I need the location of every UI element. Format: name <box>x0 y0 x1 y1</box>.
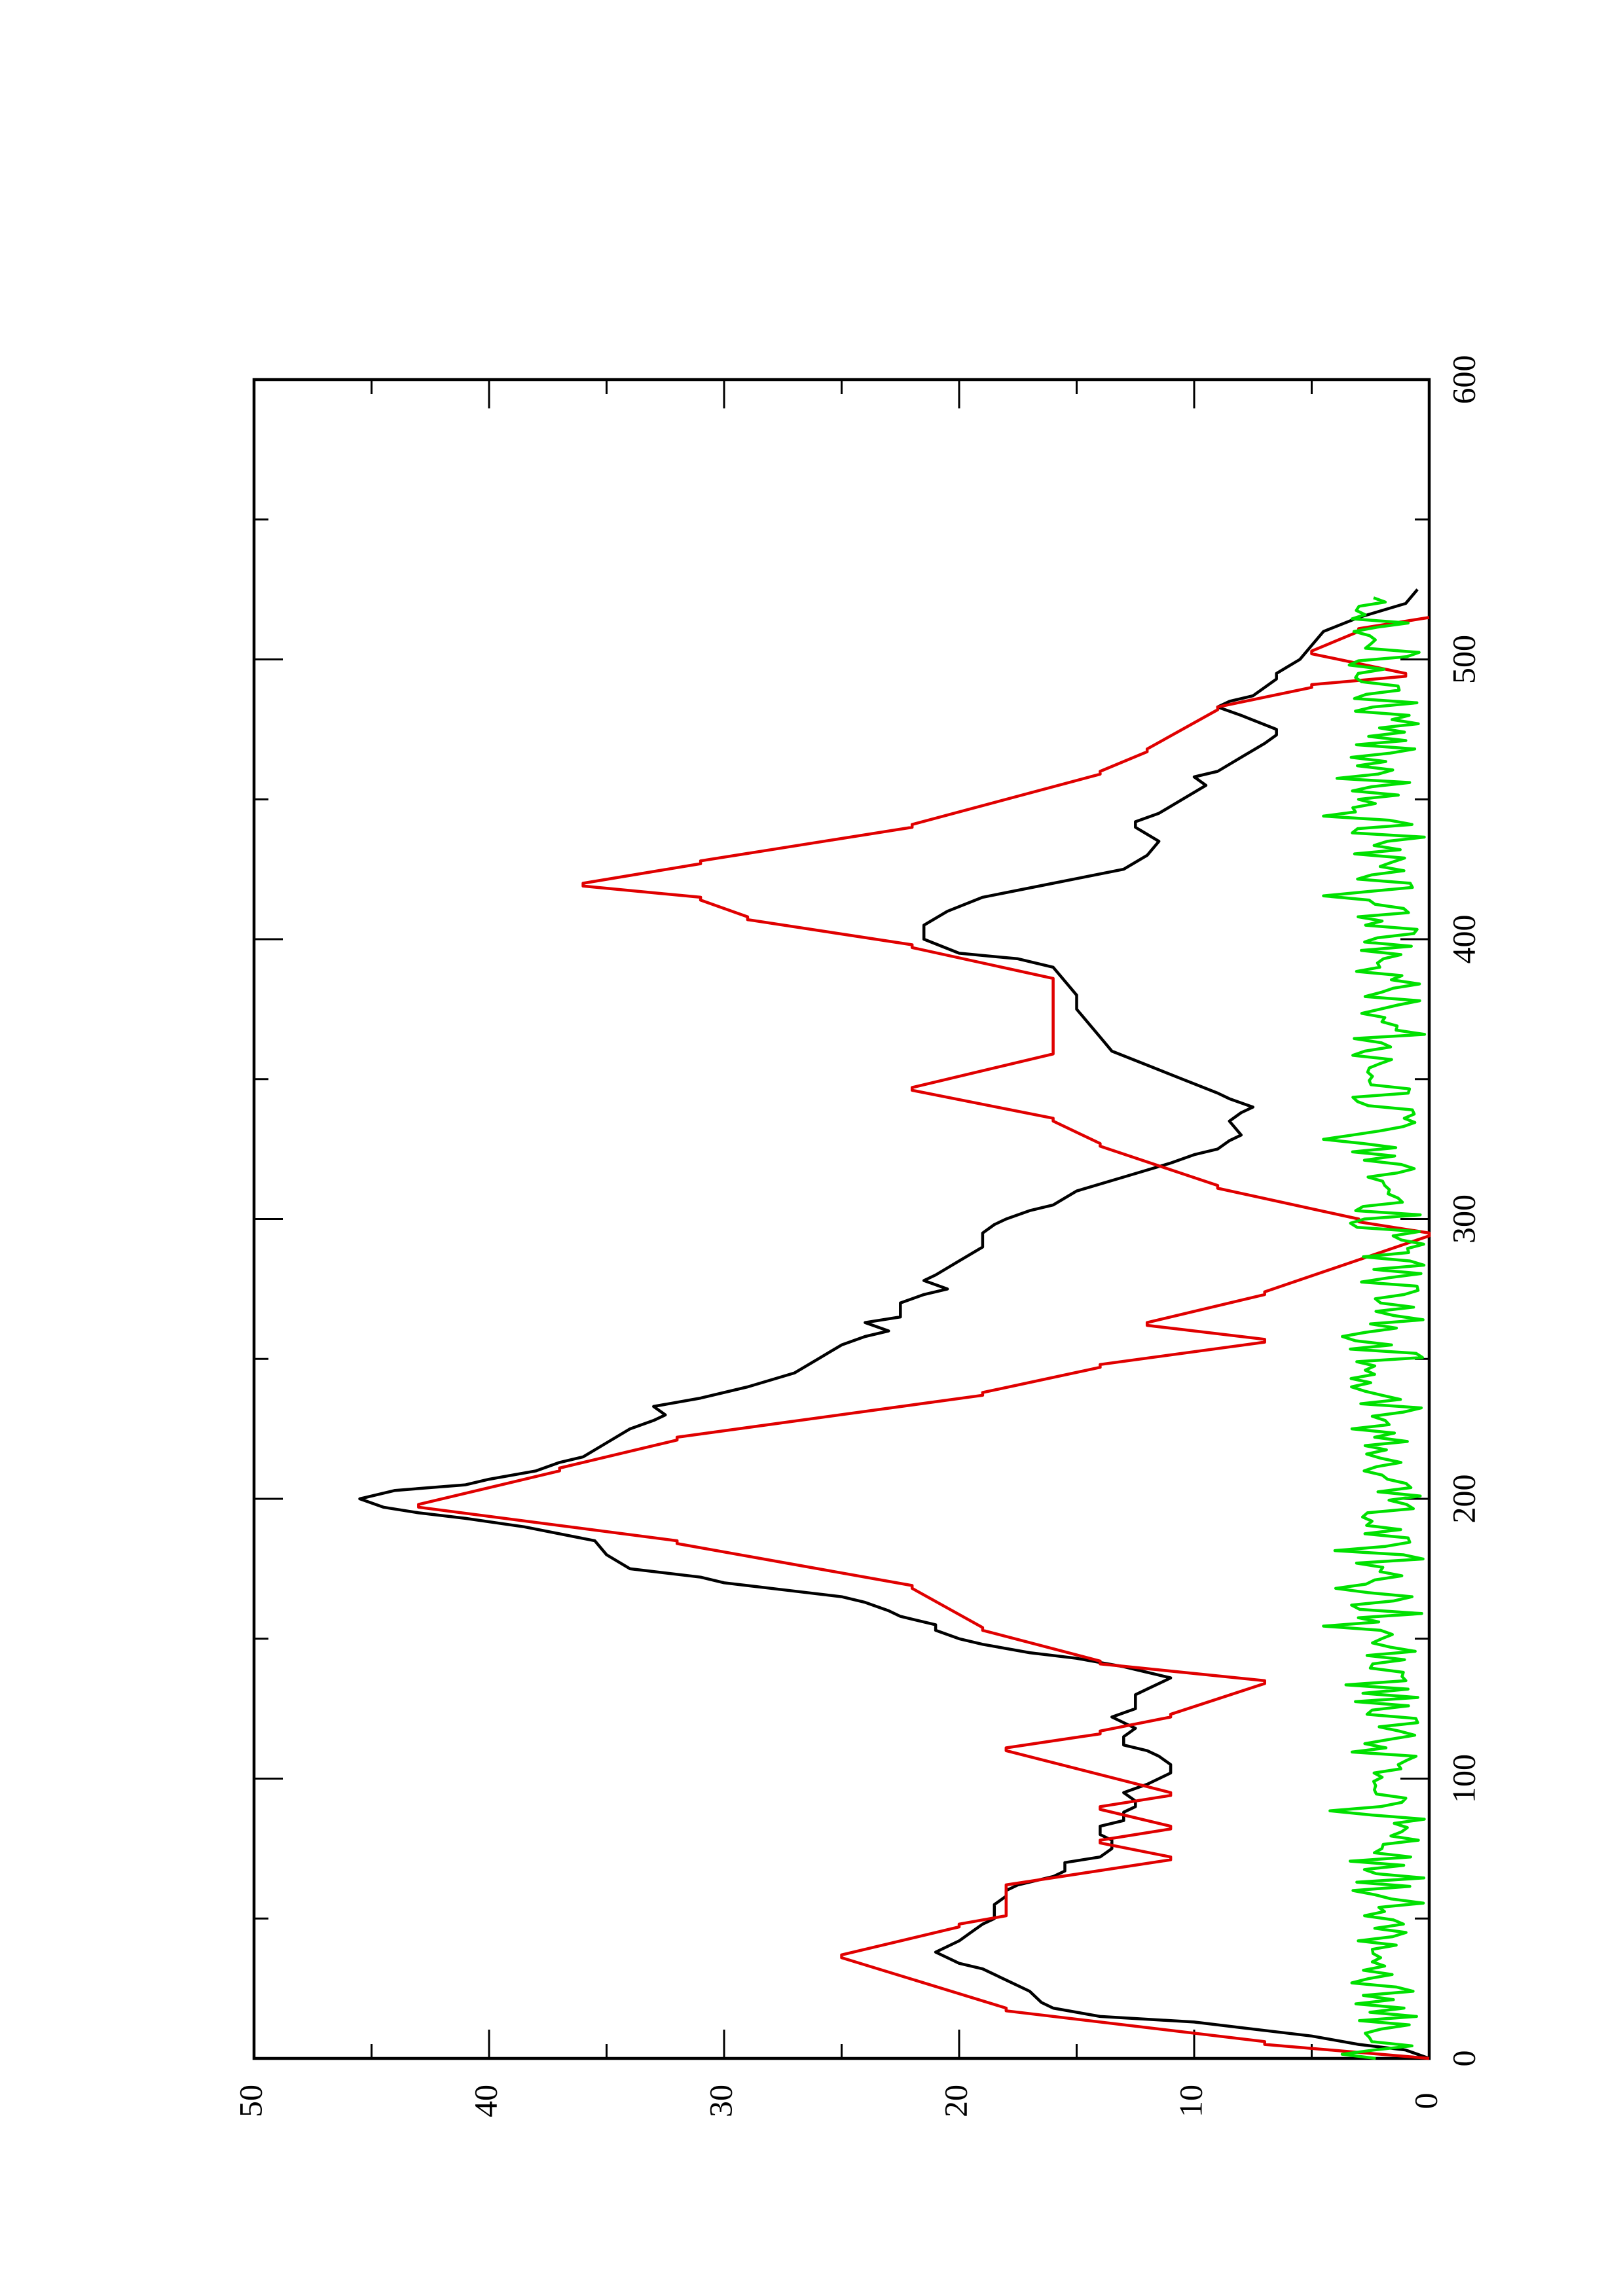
y-tick-label: 0 <box>1407 2093 1444 2109</box>
plot-frame <box>252 378 1431 2060</box>
series-line-1 <box>358 588 1430 2060</box>
x-tick-label: 600 <box>1445 355 1482 404</box>
tick-labels: 0 100 200 300 400 500 600 0 10 20 30 40 50 <box>232 355 1482 2118</box>
series-line-3 <box>1322 596 1427 2060</box>
y-tick-label: 20 <box>937 2085 974 2117</box>
series-group <box>358 588 1431 2060</box>
y-tick-label: 40 <box>467 2085 503 2117</box>
y-tick-label: 50 <box>232 2085 268 2117</box>
y-tick-label: 30 <box>702 2085 739 2117</box>
x-tick-label: 200 <box>1445 1475 1482 1524</box>
x-tick-label: 0 <box>1445 2051 1482 2067</box>
x-tick-label: 500 <box>1445 635 1482 684</box>
x-tick-label: 300 <box>1445 1194 1482 1244</box>
y-tick-label: 10 <box>1172 2085 1209 2117</box>
x-tick-label: 100 <box>1445 1754 1482 1803</box>
x-tick-label: 400 <box>1445 915 1482 964</box>
axis-ticks <box>253 378 1431 2060</box>
series-line-2 <box>417 616 1431 2060</box>
